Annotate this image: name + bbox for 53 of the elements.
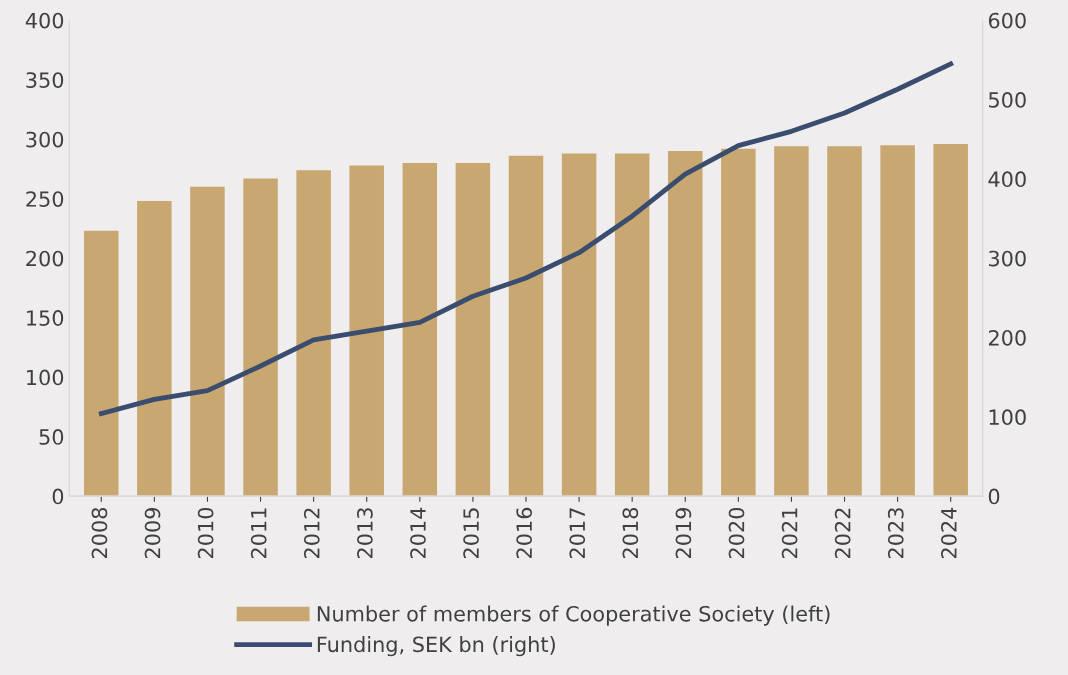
x-tick-label: 2023 [887, 508, 904, 559]
x-tick-label: 2017 [569, 508, 586, 559]
bar [668, 151, 703, 497]
legend-label: Funding, SEK bn (right) [317, 636, 555, 657]
x-tick-label: 2015 [463, 508, 479, 559]
y2-tick-label: 600 [988, 12, 1026, 29]
bar [508, 155, 544, 497]
x-tick-label: 2016 [516, 507, 533, 559]
x-tick-label: 2018 [622, 507, 639, 559]
x-tick-label: 2019 [675, 508, 692, 559]
bar [137, 201, 172, 497]
y2-tick-label: 400 [988, 171, 1026, 188]
bar [190, 186, 225, 497]
y-tick-label: 0 [52, 488, 64, 505]
bar [561, 153, 597, 497]
bar [721, 148, 756, 497]
y-tick-label: 300 [26, 131, 64, 148]
x-tick-label: 2021 [781, 508, 798, 559]
x-tick-label: 2012 [303, 508, 320, 559]
bar [84, 230, 119, 497]
y2-tick-label: 500 [989, 92, 1026, 108]
x-tick-label: 2013 [357, 508, 373, 559]
bar [880, 145, 915, 497]
y-tick-label: 400 [25, 12, 64, 29]
y-tick-label: 50 [39, 429, 64, 445]
bar [933, 143, 968, 497]
x-tick-label: 2020 [728, 507, 745, 559]
y2-tick-label: 300 [989, 250, 1026, 267]
y-tick-label: 350 [26, 72, 64, 88]
bar [243, 178, 278, 497]
y-tick-label: 200 [26, 250, 64, 267]
y2-tick-label: 100 [989, 409, 1026, 426]
bar [349, 165, 384, 497]
x-tick-label: 2011 [250, 508, 267, 559]
x-tick-label: 2010 [197, 507, 214, 559]
bar [827, 146, 862, 497]
x-tick-label: 2022 [834, 508, 851, 559]
line-series [98, 61, 954, 417]
bar [296, 170, 331, 497]
y-tick-label: 150 [27, 310, 64, 326]
y-tick-label: 100 [27, 369, 64, 386]
y2-tick-label: 0 [988, 488, 1000, 505]
x-tick-label: 2009 [144, 508, 161, 559]
x-tick-label: 2014 [410, 507, 426, 559]
y2-tick-label: 200 [988, 329, 1026, 346]
bar [614, 153, 650, 497]
bar [774, 146, 809, 497]
x-tick-label: 2008 [91, 507, 108, 559]
legend-label: Number of members of Cooperative Society (left) [317, 605, 830, 626]
bar [402, 163, 438, 497]
y-tick-label: 250 [26, 191, 64, 207]
bar [455, 163, 491, 497]
x-tick-label: 2024 [940, 507, 957, 559]
